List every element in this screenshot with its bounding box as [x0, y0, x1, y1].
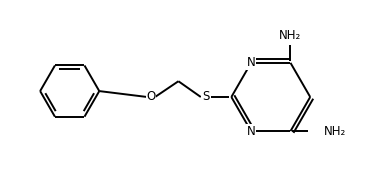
Text: NH₂: NH₂ [324, 125, 346, 138]
Text: N: N [247, 56, 255, 69]
Text: N: N [247, 125, 255, 138]
Text: NH₂: NH₂ [279, 29, 301, 42]
Text: O: O [147, 90, 156, 104]
Text: S: S [202, 90, 209, 104]
